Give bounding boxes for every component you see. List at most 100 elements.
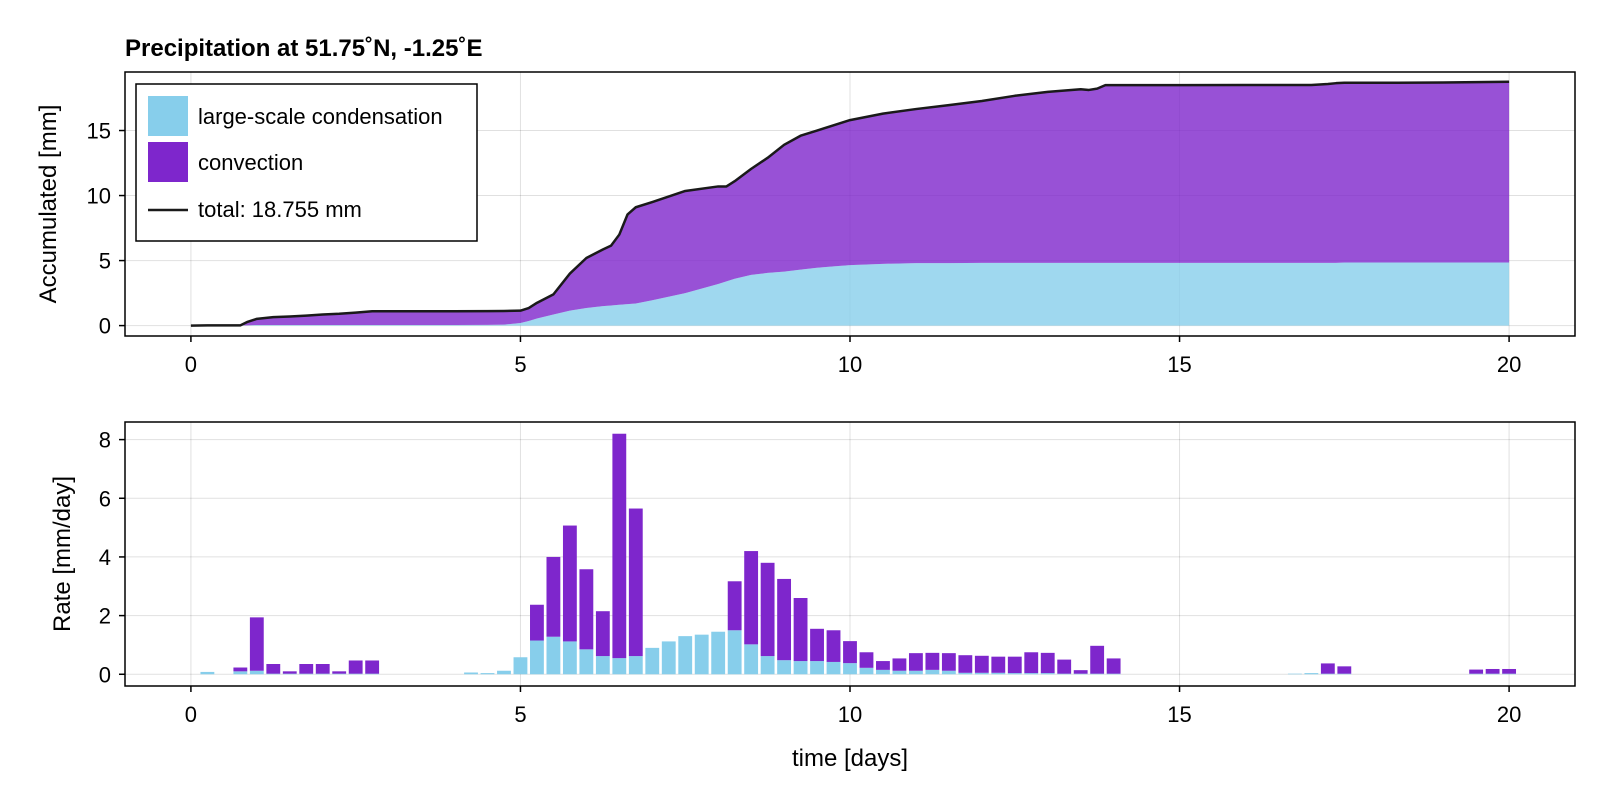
large-scale-condensation-bar (299, 673, 314, 675)
large-scale-condensation-bar (678, 636, 693, 675)
convection-bar (793, 598, 808, 662)
large-scale-condensation-bar (727, 630, 742, 675)
convection-bar (546, 556, 561, 637)
legend-label-large-scale: large-scale condensation (198, 104, 443, 129)
rate-y-tick-label: 2 (99, 604, 111, 629)
large-scale-condensation-bar (974, 672, 989, 675)
convection-bar (282, 671, 297, 674)
large-scale-condensation-bar (1040, 673, 1055, 675)
large-scale-condensation-bar (1502, 673, 1517, 675)
large-scale-condensation-bar (332, 673, 347, 675)
rate-x-tick-label: 15 (1167, 702, 1191, 727)
large-scale-condensation-bar (497, 670, 511, 675)
large-scale-condensation-bar (793, 661, 808, 675)
convection-bar (1320, 663, 1335, 674)
convection-bar (744, 551, 759, 645)
large-scale-condensation-bar (859, 667, 874, 675)
large-scale-condensation-bar (266, 673, 281, 675)
rate-y-tick-label: 8 (99, 428, 111, 453)
rate-y-tick-label: 0 (99, 662, 111, 687)
accumulated-panel: 0 5 10 15 20 0 5 10 15 Precipitation at 51.75˚N,… (35, 35, 1576, 377)
large-scale-condensation-bar (562, 641, 577, 675)
convection-area (190, 81, 1510, 326)
legend-label-total: total: 18.755 mm (198, 197, 362, 222)
convection-bar (974, 655, 989, 673)
accumulated-areas (190, 80, 1510, 327)
convection-bar (991, 656, 1006, 673)
large-scale-condensation-bar (661, 641, 676, 675)
accumulated-y-tick-label: 0 (99, 314, 111, 339)
convection-bar (826, 630, 841, 662)
accumulated-y-tick-label: 10 (87, 184, 111, 209)
large-scale-condensation-area (190, 262, 1510, 326)
convection-bar (595, 611, 610, 657)
convection-bar (1469, 669, 1484, 674)
convection-bar (843, 641, 857, 664)
large-scale-condensation-bar (694, 634, 709, 675)
convection-bar (810, 628, 824, 662)
convection-bar (1502, 668, 1517, 674)
large-scale-condensation-bar (908, 670, 923, 675)
convection-bar (859, 652, 874, 668)
convection-bar (1007, 656, 1022, 674)
convection-bar (348, 660, 363, 674)
convection-bar (1485, 668, 1500, 674)
large-scale-condensation-bar (941, 670, 956, 675)
large-scale-condensation-bar (826, 661, 841, 675)
large-scale-condensation-bar (1469, 673, 1484, 675)
convection-bar (1337, 666, 1352, 674)
large-scale-condensation-bar (282, 673, 297, 675)
large-scale-condensation-bar (595, 656, 610, 675)
large-scale-condensation-bar (513, 657, 528, 675)
rate-y-tick-label: 4 (99, 545, 111, 570)
legend-swatch-convection (148, 142, 188, 182)
rate-y-axis-label: Rate [mm/day] (49, 476, 76, 632)
large-scale-condensation-bar (777, 660, 792, 675)
convection-bar (892, 658, 907, 671)
large-scale-condensation-bar (579, 649, 594, 675)
legend-box (135, 83, 478, 242)
large-scale-condensation-bar (612, 658, 627, 675)
convection-bar (727, 581, 742, 631)
convection-bar (958, 655, 973, 673)
large-scale-condensation-bar (876, 669, 890, 675)
rate-x-tick-label: 0 (185, 702, 197, 727)
rate-x-tick-label: 5 (514, 702, 526, 727)
rate-ticks: 0 5 10 15 20 0 2 4 6 8 (99, 428, 1522, 727)
rate-x-tick-label: 10 (838, 702, 862, 727)
convection-bar (908, 653, 923, 671)
convection-bar (1090, 645, 1105, 674)
convection-bar (777, 578, 792, 661)
large-scale-condensation-bar (1485, 673, 1500, 675)
large-scale-condensation-bar (530, 640, 544, 675)
large-scale-condensation-bar (843, 663, 857, 675)
accumulated-x-tick-label: 5 (514, 352, 526, 377)
rate-x-tick-label: 20 (1497, 702, 1521, 727)
large-scale-condensation-bar (991, 672, 1006, 675)
legend-label-convection: convection (198, 150, 303, 175)
large-scale-condensation-bar (1057, 673, 1072, 675)
convection-bar (579, 569, 594, 650)
large-scale-condensation-bar (546, 636, 561, 675)
convection-bar (1073, 670, 1088, 674)
large-scale-condensation-bar (249, 670, 264, 675)
convection-bar (876, 661, 890, 670)
large-scale-condensation-bar (711, 631, 726, 675)
convection-bar (1040, 652, 1055, 674)
large-scale-condensation-bar (200, 671, 215, 675)
convection-bar (1024, 652, 1039, 674)
total-line (190, 80, 1510, 327)
large-scale-condensation-bar (892, 670, 907, 675)
convection-bar (612, 433, 627, 659)
large-scale-condensation-bar (1090, 673, 1105, 675)
convection-bar (249, 617, 264, 671)
accumulated-x-tick-label: 0 (185, 352, 197, 377)
large-scale-condensation-bar (480, 673, 495, 675)
convection-bar (530, 604, 544, 641)
large-scale-condensation-bar (925, 669, 940, 675)
large-scale-condensation-bar (1106, 673, 1121, 675)
convection-bar (1057, 659, 1072, 674)
large-scale-condensation-bar (744, 644, 759, 675)
accumulated-x-tick-label: 15 (1167, 352, 1191, 377)
